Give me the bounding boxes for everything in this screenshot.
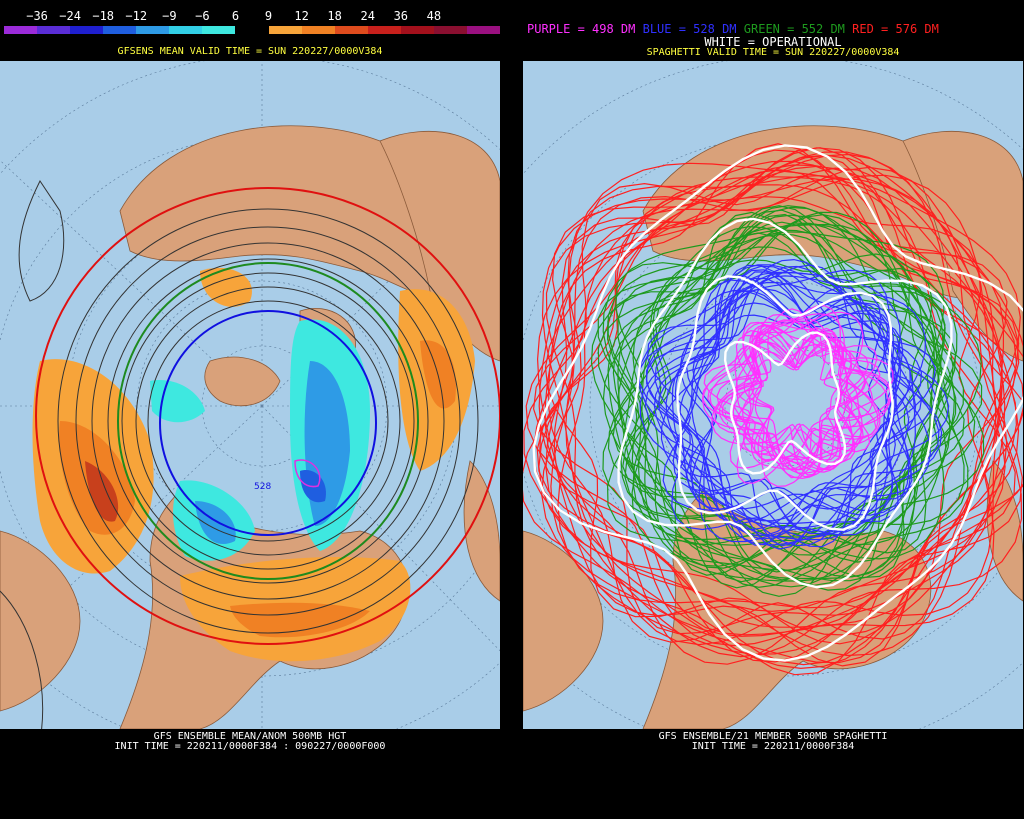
spaghetti-panel: PURPLE = 498 DM BLUE = 528 DM GREEN = 55…	[523, 0, 1023, 819]
ensemble-mean-panel: −36 −24 −18 −12 −9 −6 6 9 12 18 24 36 48 GFSENS MEAN…	[0, 0, 500, 819]
scale-swatch	[400, 26, 434, 34]
spaghetti-line	[701, 308, 878, 484]
spaghetti-line	[703, 320, 881, 470]
spaghetti-line	[709, 305, 893, 487]
contour-528	[159, 310, 377, 536]
scale-label: −12	[125, 9, 148, 23]
operational-line	[617, 217, 953, 589]
spaghetti-line	[622, 253, 965, 573]
scale-swatch	[70, 26, 104, 34]
scale-swatch	[433, 26, 467, 34]
scale-label: −36	[26, 9, 48, 23]
scale-label: 48	[426, 9, 442, 23]
spaghetti-line	[532, 149, 1018, 663]
operational-legend: WHITE = OPERATIONAL	[704, 35, 842, 49]
contour-498	[294, 459, 321, 488]
anomaly-color-scale	[4, 26, 500, 34]
scale-label: 6	[231, 9, 240, 23]
spaghetti-line	[553, 147, 1020, 667]
spaghetti-line	[646, 275, 937, 537]
spaghetti-line	[545, 154, 1023, 658]
scale-swatch	[136, 26, 170, 34]
spaghetti-line	[744, 327, 860, 476]
spaghetti-line	[660, 264, 932, 522]
spaghetti-line	[751, 326, 867, 463]
right-valid-time: SPAGHETTI VALID TIME = SUN 220227/0000V3…	[646, 47, 900, 58]
scale-label: −6	[195, 9, 210, 23]
spaghetti-line	[541, 175, 1021, 637]
spaghetti-line	[721, 329, 877, 478]
spaghetti-line	[620, 216, 944, 586]
spaghetti-legend: PURPLE = 498 DM BLUE = 528 DM GREEN = 55…	[527, 22, 939, 36]
scale-label: 24	[360, 9, 375, 23]
right-caption-line1: GFS ENSEMBLE/21 MEMBER 500MB SPAGHETTI	[658, 731, 888, 742]
left-caption-line1: GFS ENSEMBLE MEAN/ANOM 500MB HGT	[153, 731, 347, 742]
spaghetti-line	[612, 232, 947, 583]
spaghetti-line	[602, 205, 945, 560]
scale-label: 9	[264, 9, 273, 23]
spaghetti-line	[679, 279, 897, 533]
contour-label: 528	[254, 482, 271, 492]
scale-swatch	[37, 26, 71, 34]
scale-label: 36	[393, 9, 409, 23]
left-caption-line2: INIT TIME = 220211/0000F384 : 090227/000…	[114, 741, 386, 752]
contour-552	[117, 262, 419, 580]
spaghetti-line	[624, 246, 946, 556]
spaghetti-line	[547, 143, 1004, 643]
scale-label: −18	[92, 9, 115, 23]
scale-label: 12	[294, 9, 309, 23]
legend-red: RED = 576 DM	[852, 22, 939, 36]
scale-swatch	[334, 26, 368, 34]
spaghetti-line	[541, 177, 1023, 670]
spaghetti-line	[732, 313, 879, 459]
legend-purple: PURPLE = 498 DM	[527, 22, 636, 36]
scale-swatch	[367, 26, 401, 34]
scale-swatch	[169, 26, 203, 34]
height-anomalies	[32, 267, 475, 662]
spaghetti-line	[617, 211, 941, 578]
scale-swatch	[103, 26, 137, 34]
operational-line	[723, 331, 847, 475]
spaghetti-line	[607, 205, 951, 597]
scale-swatch	[268, 26, 302, 34]
operational-line	[676, 275, 894, 531]
panel-divider	[501, 0, 523, 819]
contour-576	[35, 187, 500, 645]
height-contours	[0, 180, 479, 729]
scale-label: −9	[162, 9, 177, 23]
scale-swatch	[235, 26, 269, 34]
spaghetti-line	[602, 222, 976, 591]
legend-blue: BLUE = 528 DM	[642, 22, 737, 36]
spaghetti-contours	[523, 143, 1023, 676]
left-valid-time: GFSENS MEAN VALID TIME = SUN 220227/0000…	[117, 46, 383, 57]
spaghetti-line	[685, 286, 923, 533]
spaghetti-line	[671, 271, 896, 546]
spaghetti-line	[735, 331, 855, 461]
scale-swatch	[466, 26, 500, 34]
operational-line	[532, 144, 1023, 662]
spaghetti-line	[644, 271, 950, 541]
ensemble-mean-map: 528	[0, 61, 500, 729]
spaghetti-line	[607, 231, 969, 571]
spaghetti-line	[539, 196, 1016, 636]
spaghetti-line	[733, 321, 890, 461]
scale-swatch	[202, 26, 236, 34]
spaghetti-line	[597, 223, 983, 580]
spaghetti-line	[702, 311, 864, 480]
spaghetti-line	[743, 329, 853, 463]
spaghetti-line	[523, 164, 1023, 664]
spaghetti-line	[686, 302, 896, 510]
right-caption-line2: INIT TIME = 220211/0000F384	[691, 741, 855, 752]
scale-label: 18	[327, 9, 342, 23]
spaghetti-line	[645, 269, 923, 536]
scale-swatch	[301, 26, 335, 34]
spaghetti-line	[538, 147, 1006, 665]
spaghetti-line	[536, 151, 1003, 657]
scale-label: −24	[59, 9, 81, 23]
scale-swatch	[4, 26, 38, 34]
legend-green: GREEN = 552 DM	[743, 22, 845, 36]
spaghetti-map	[523, 61, 1023, 729]
